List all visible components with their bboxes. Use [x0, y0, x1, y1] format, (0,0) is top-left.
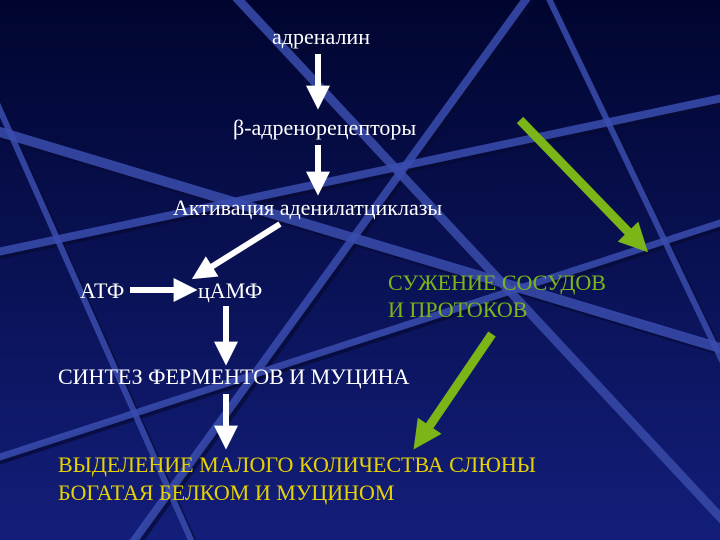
node-vasoconstriction-1: СУЖЕНИЕ СОСУДОВ	[388, 270, 606, 296]
node-beta-receptors: β-адренорецепторы	[233, 115, 416, 141]
node-result-1: ВЫДЕЛЕНИЕ МАЛОГО КОЛИЧЕСТВА СЛЮНЫ	[58, 452, 536, 478]
node-atp: АТФ	[80, 278, 124, 304]
node-synthesis: СИНТЕЗ ФЕРМЕНТОВ И МУЦИНА	[58, 364, 409, 390]
node-result-2: БОГАТАЯ БЕЛКОМ И МУЦИНОМ	[58, 480, 394, 506]
diagram-stage: { "canvas": { "width": 720, "height": 54…	[0, 0, 720, 540]
node-activation: Активация аденилатциклазы	[173, 195, 442, 221]
node-vasoconstriction-2: И ПРОТОКОВ	[388, 297, 527, 323]
node-adrenalin: адреналин	[272, 24, 370, 50]
node-camp: цАМФ	[198, 278, 262, 304]
